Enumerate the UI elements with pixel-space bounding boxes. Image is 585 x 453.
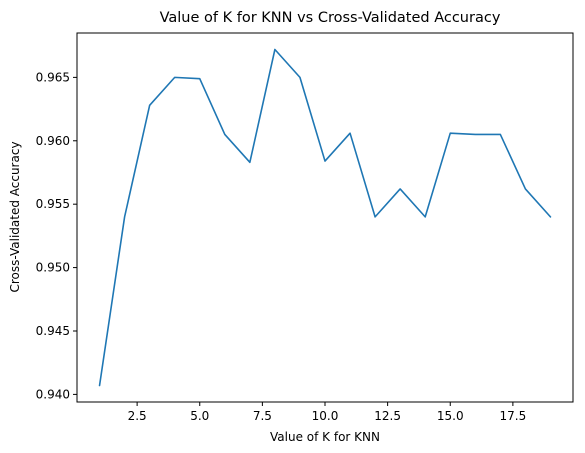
y-axis: 0.940 0.945 0.950 0.955 0.960 0.965 (36, 70, 77, 401)
plot-frame (76, 32, 574, 403)
x-axis-label: Value of K for KNN (270, 430, 380, 444)
x-tick-label: 7.5 (253, 409, 272, 423)
plot-area: 2.5 5.0 7.5 10.0 12.5 15.0 17.5 0.940 0.945 0.95… (36, 32, 574, 423)
x-tick-label: 15.0 (437, 409, 464, 423)
y-tick-label: 0.950 (36, 261, 70, 275)
y-tick-label: 0.955 (36, 197, 70, 211)
x-tick-label: 10.0 (312, 409, 339, 423)
x-tick-label: 17.5 (500, 409, 527, 423)
x-tick-label: 5.0 (190, 409, 209, 423)
y-tick-label: 0.960 (36, 134, 70, 148)
y-tick-label: 0.945 (36, 324, 70, 338)
x-tick-label: 2.5 (128, 409, 147, 423)
x-tick-label: 12.5 (374, 409, 401, 423)
chart-title: Value of K for KNN vs Cross-Validated Ac… (160, 10, 501, 26)
y-axis-label: Cross-Validated Accuracy (8, 141, 22, 292)
series-line (98, 48, 552, 387)
y-tick-label: 0.940 (36, 387, 70, 401)
series-group (98, 48, 552, 387)
x-axis: 2.5 5.0 7.5 10.0 12.5 15.0 17.5 (128, 402, 527, 423)
y-tick-label: 0.965 (36, 70, 70, 84)
